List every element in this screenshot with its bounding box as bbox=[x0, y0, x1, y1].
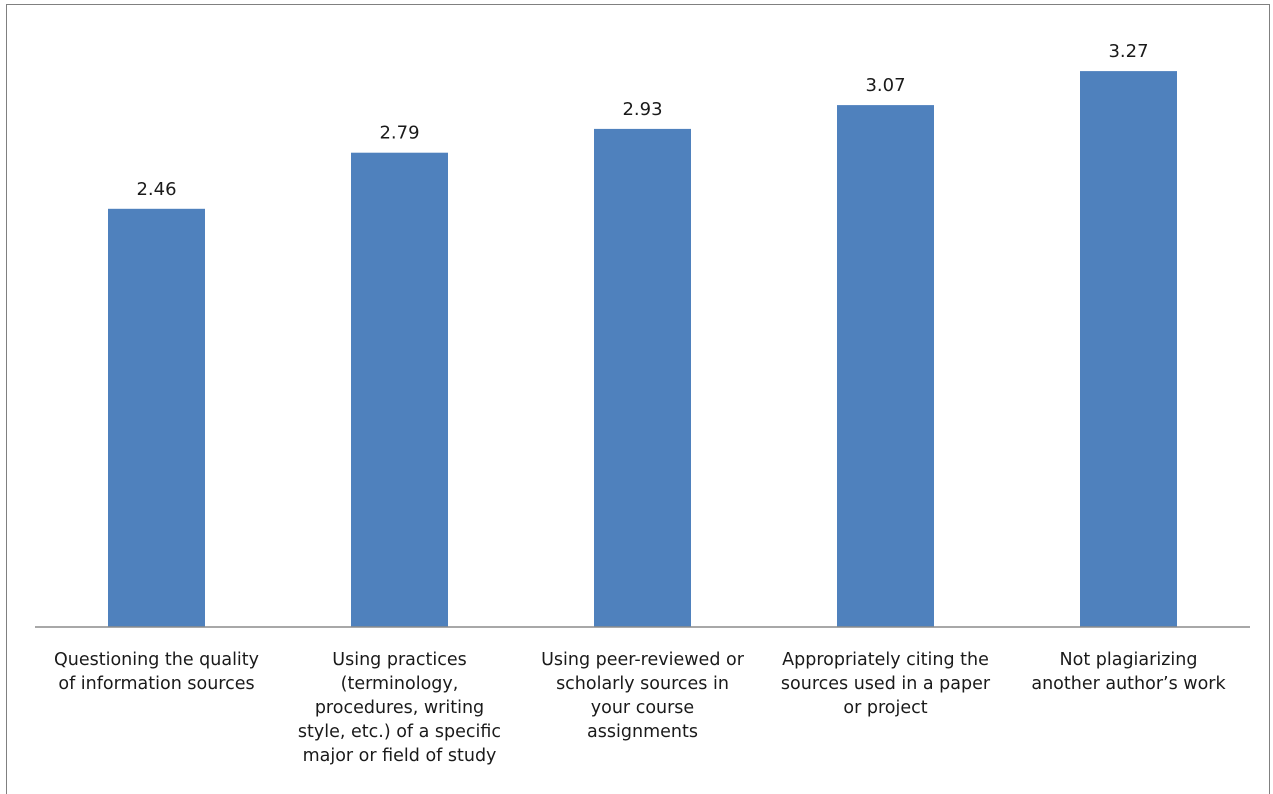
category-label-line: another author’s work bbox=[1031, 674, 1226, 694]
bar-5 bbox=[1080, 71, 1177, 628]
bars-group bbox=[108, 71, 1177, 628]
category-label-line: or project bbox=[843, 698, 927, 718]
category-label-line: major or field of study bbox=[303, 746, 497, 766]
category-label-2: Using practices (terminology, procedures, … bbox=[298, 650, 501, 766]
category-label-line: sources used in a paper bbox=[781, 674, 991, 694]
category-label-3: Using peer-reviewed or scholarly sources … bbox=[541, 650, 745, 742]
bar-3 bbox=[594, 128, 691, 627]
category-label-5: Not plagiarizing another author’s work bbox=[1031, 650, 1226, 694]
category-label-line: Questioning the quality bbox=[54, 650, 259, 670]
category-label-line: Using practices bbox=[332, 650, 466, 670]
data-label-3: 2.93 bbox=[622, 99, 662, 120]
category-label-line: assignments bbox=[587, 722, 698, 742]
category-label-line: of information sources bbox=[58, 674, 254, 694]
category-label-line: procedures, writing bbox=[315, 698, 484, 718]
bar-1 bbox=[108, 208, 205, 628]
category-label-line: Appropriately citing the bbox=[782, 650, 989, 670]
category-labels-group: Questioning the quality of information so… bbox=[54, 650, 1227, 766]
bar-4 bbox=[837, 105, 934, 628]
category-label-4: Appropriately citing the sources used in … bbox=[781, 650, 991, 718]
category-label-line: your course bbox=[591, 698, 694, 718]
category-label-line: Not plagiarizing bbox=[1060, 650, 1198, 670]
category-label-line: scholarly sources in bbox=[556, 674, 729, 694]
data-label-1: 2.46 bbox=[136, 179, 176, 200]
chart-frame bbox=[6, 4, 1270, 794]
data-label-2: 2.79 bbox=[379, 123, 419, 144]
bar-2 bbox=[351, 152, 448, 627]
category-label-line: style, etc.) of a specific bbox=[298, 722, 501, 742]
category-label-line: (terminology, bbox=[341, 674, 459, 694]
category-label-line: Using peer-reviewed or bbox=[541, 650, 745, 670]
data-label-4: 3.07 bbox=[865, 75, 905, 96]
data-labels-group: 2.46 2.79 2.93 3.07 3.27 bbox=[136, 41, 1148, 200]
category-label-1: Questioning the quality of information so… bbox=[54, 650, 259, 694]
data-label-5: 3.27 bbox=[1108, 41, 1148, 62]
